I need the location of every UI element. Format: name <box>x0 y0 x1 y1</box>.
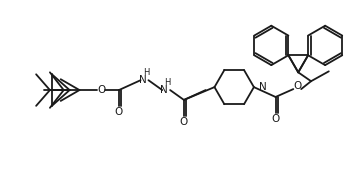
Text: N: N <box>160 85 168 95</box>
Text: O: O <box>115 107 123 117</box>
Text: O: O <box>271 114 280 124</box>
Text: N: N <box>139 75 146 85</box>
Text: O: O <box>97 85 105 95</box>
Text: H: H <box>143 68 150 77</box>
Text: O: O <box>180 117 188 127</box>
Text: H: H <box>164 78 171 87</box>
Text: N: N <box>259 82 267 92</box>
Text: O: O <box>293 81 301 91</box>
